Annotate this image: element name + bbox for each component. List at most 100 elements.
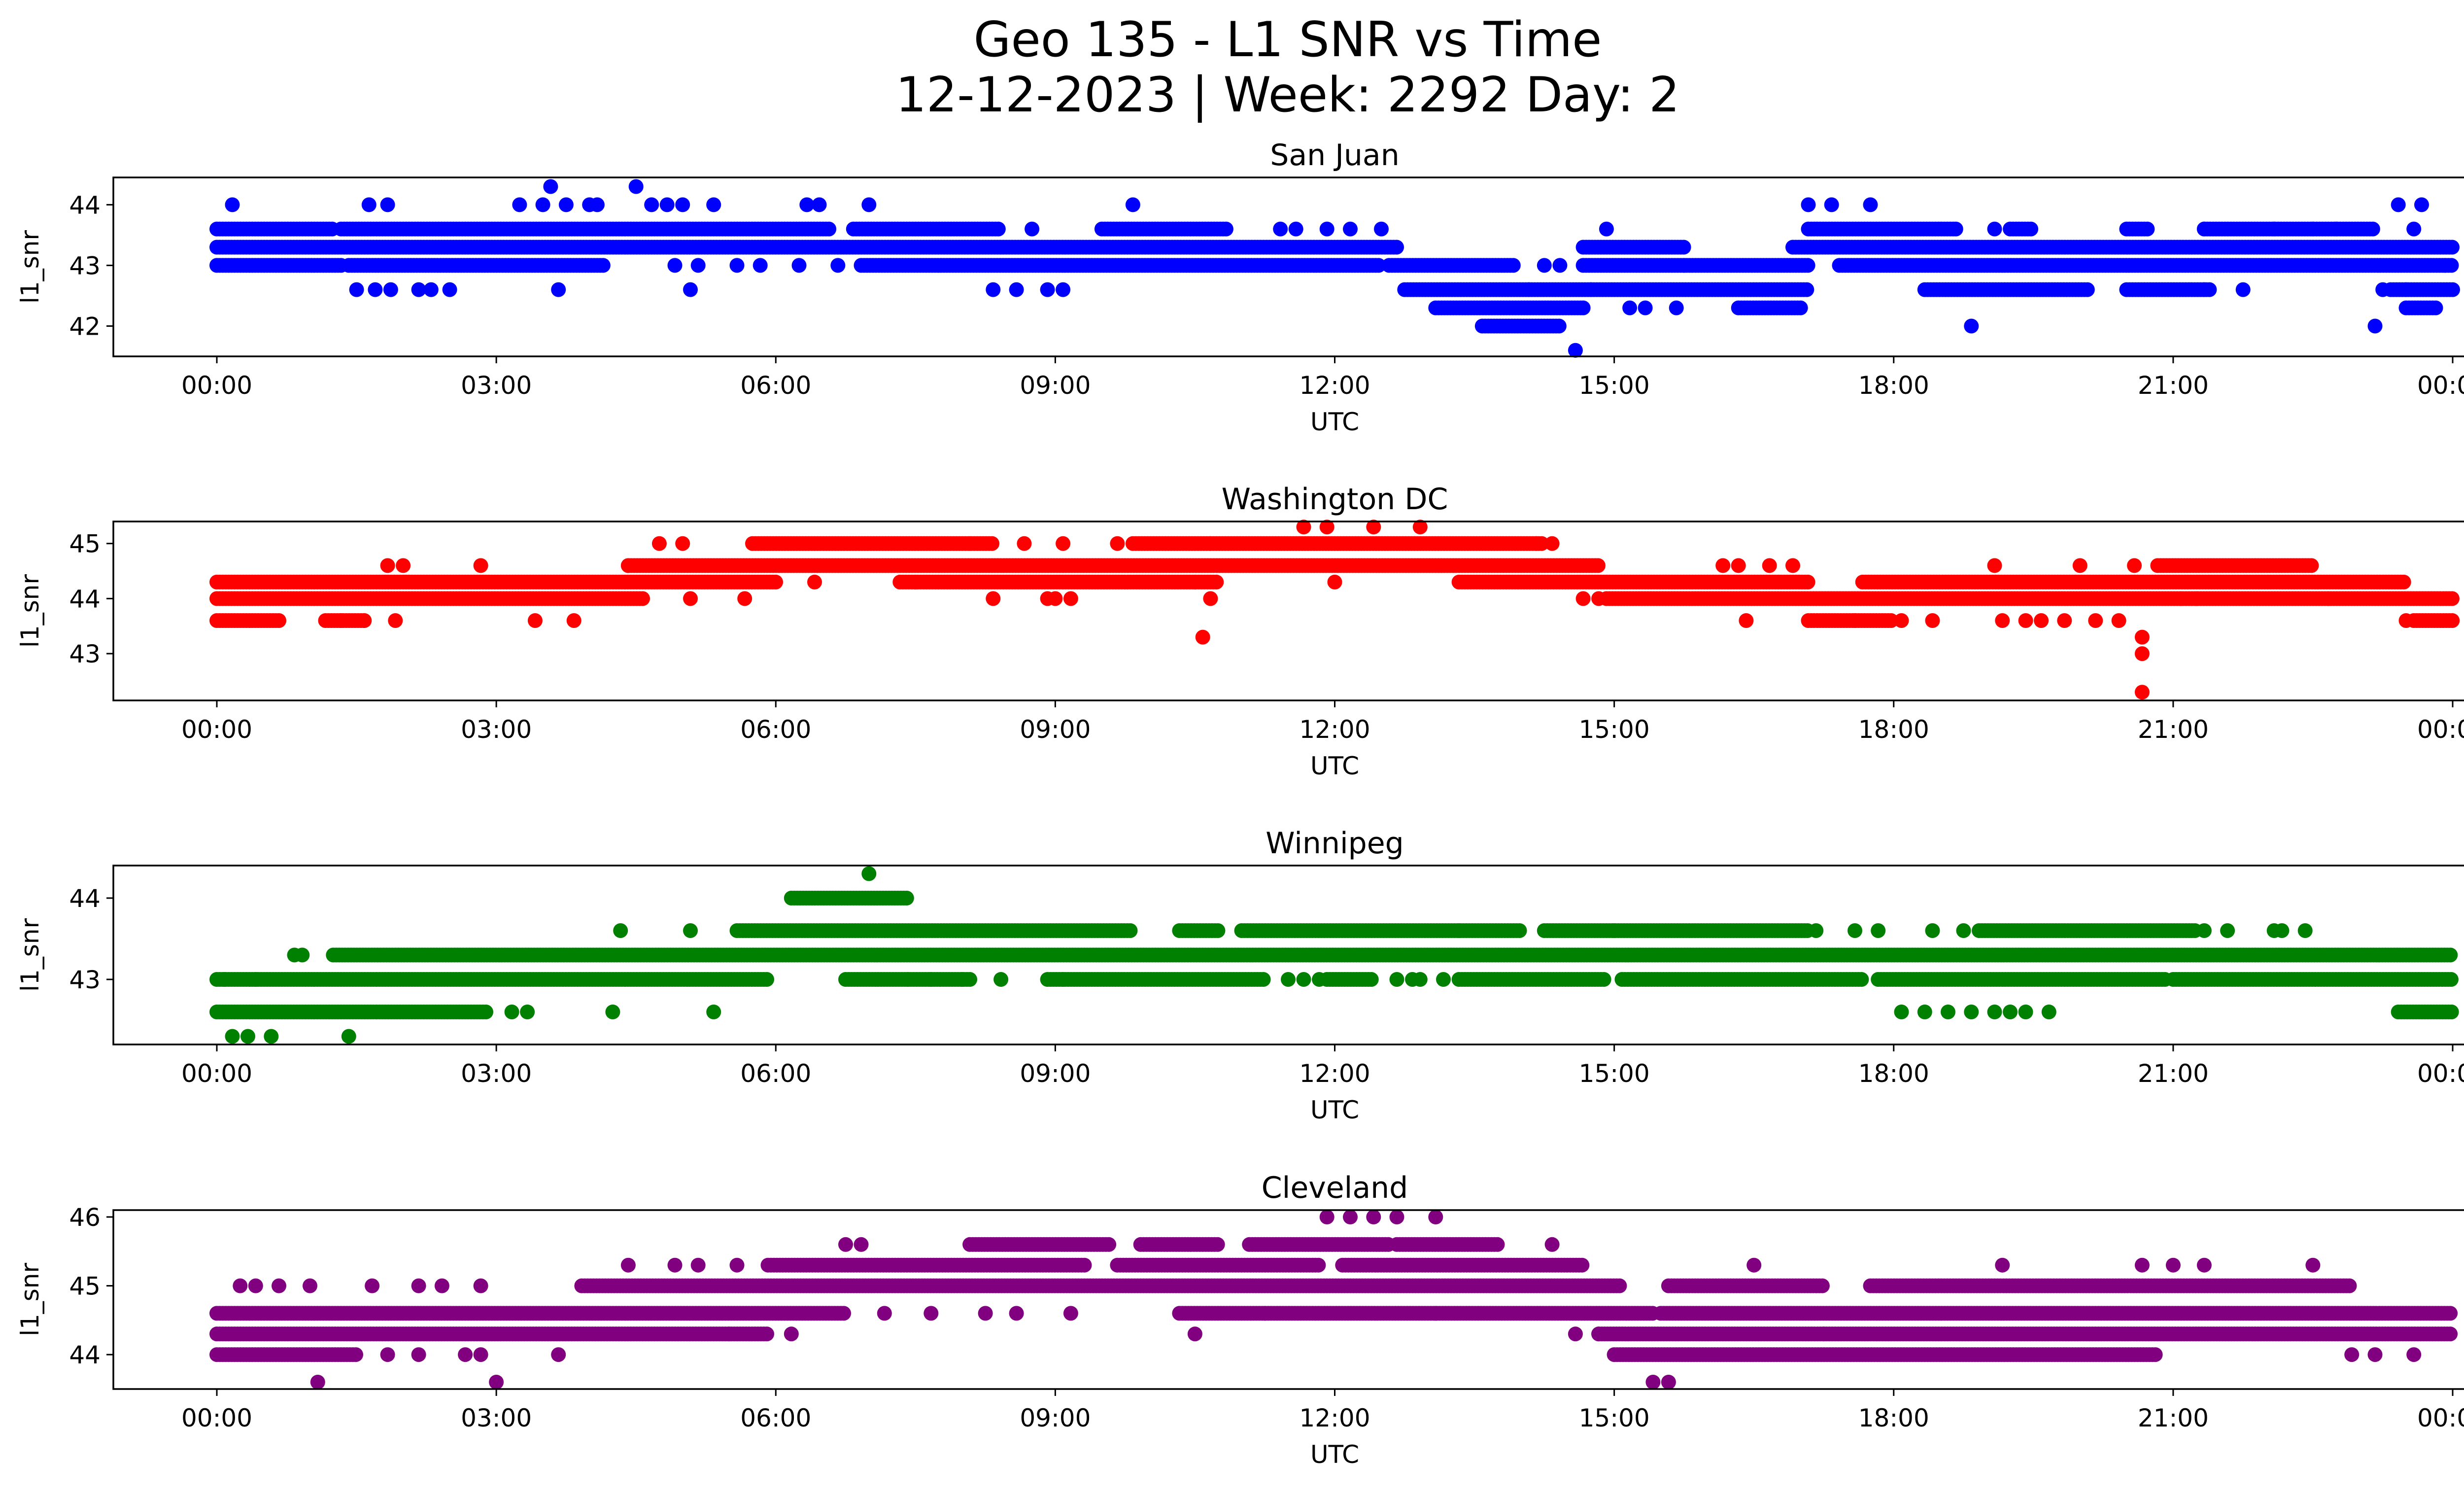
data-point (1256, 972, 1271, 987)
subplot-title: Winnipeg (1266, 826, 1404, 861)
data-point (2018, 613, 2033, 628)
data-point (1319, 221, 1335, 237)
x-tick-label: 15:00 (1579, 715, 1650, 744)
data-point (2406, 221, 2422, 237)
data-point (2443, 972, 2459, 987)
data-point (512, 197, 527, 212)
data-point (1638, 300, 1653, 315)
data-point (1048, 591, 1063, 606)
data-point (1506, 258, 1521, 273)
data-points (209, 520, 2460, 700)
data-point (2127, 558, 2142, 573)
y-tick-label: 43 (69, 640, 101, 668)
data-point (1040, 282, 1055, 297)
y-axis-label: l1_snr (16, 230, 44, 304)
data-point (2173, 591, 2189, 606)
data-point (2367, 318, 2383, 334)
x-tick-label: 06:00 (740, 715, 811, 744)
data-point (2375, 282, 2391, 297)
data-point (380, 558, 395, 573)
data-point (1537, 258, 1552, 273)
data-point (908, 574, 923, 590)
y-tick-label: 42 (69, 312, 101, 341)
data-point (2266, 221, 2282, 237)
data-point (2196, 221, 2212, 237)
data-point (558, 197, 574, 212)
data-point (2023, 221, 2039, 237)
data-point (2428, 300, 2443, 315)
data-point (2445, 240, 2460, 255)
data-point (986, 282, 1001, 297)
data-point (1676, 240, 1691, 255)
data-point (791, 258, 807, 273)
data-point (2057, 613, 2072, 628)
data-point (1793, 300, 1808, 315)
data-point (1715, 558, 1731, 573)
data-point (1063, 591, 1078, 606)
data-point (737, 591, 753, 606)
data-point (2140, 221, 2155, 237)
data-point (1762, 558, 1777, 573)
data-point (2391, 197, 2406, 212)
data-point (473, 558, 488, 573)
data-point (1218, 221, 1233, 237)
data-point (368, 282, 383, 297)
x-tick-label: 18:00 (1858, 371, 1929, 400)
data-point (1925, 613, 1940, 628)
data-point (2189, 591, 2204, 606)
x-tick-label: 03:00 (461, 715, 532, 744)
data-point (1948, 221, 1963, 237)
data-point (2305, 221, 2321, 237)
data-point (1551, 318, 1567, 334)
data-point (595, 258, 611, 273)
data-point (2445, 613, 2460, 628)
data-point (1125, 197, 1140, 212)
data-point (1583, 282, 1599, 297)
data-point (361, 197, 376, 212)
data-point (675, 536, 690, 551)
chart-title-line-1: Geo 135 - L1 SNR vs Time (973, 12, 1602, 68)
x-tick-label: 06:00 (740, 371, 811, 400)
data-point (1799, 282, 1814, 297)
data-point (2398, 282, 2414, 297)
data-point (1552, 258, 1568, 273)
data-point (2111, 613, 2126, 628)
x-tick-label: 09:00 (1020, 371, 1091, 400)
data-point (1995, 613, 2010, 628)
x-tick-label: 12:00 (1299, 715, 1370, 744)
data-point (1273, 221, 1288, 237)
data-points (209, 179, 2460, 358)
data-point (991, 221, 1006, 237)
x-tick-label: 03:00 (461, 371, 532, 400)
data-point (1343, 221, 1358, 237)
data-point (1187, 574, 1202, 590)
x-tick-label: 15:00 (1579, 371, 1650, 400)
data-point (861, 197, 877, 212)
data-point (1800, 258, 1815, 273)
chart-title-line-2: 12-12-2023 | Week: 2292 Day: 2 (895, 67, 1680, 123)
data-point (1209, 574, 1224, 590)
data-point (2365, 221, 2380, 237)
data-point (535, 197, 550, 212)
data-point (812, 197, 827, 212)
data-point (1017, 536, 1032, 551)
x-tick-label: 21:00 (2138, 371, 2209, 400)
data-point (1801, 197, 1816, 212)
x-tick-label: 00:00 (181, 715, 252, 744)
data-point (2134, 685, 2150, 700)
data-point (1987, 221, 2002, 237)
data-point (1731, 558, 1746, 573)
data-point (768, 574, 783, 590)
data-point (1591, 591, 1607, 606)
data-point (667, 258, 683, 273)
subplot-title: San Juan (1270, 138, 1399, 173)
data-point (644, 197, 659, 212)
data-point (383, 282, 398, 297)
data-point (2080, 282, 2095, 297)
data-point (349, 282, 364, 297)
data-point (651, 536, 667, 551)
data-point (1575, 300, 1591, 315)
data-point (1824, 197, 1839, 212)
y-axis-label: l1_snr (16, 574, 44, 648)
